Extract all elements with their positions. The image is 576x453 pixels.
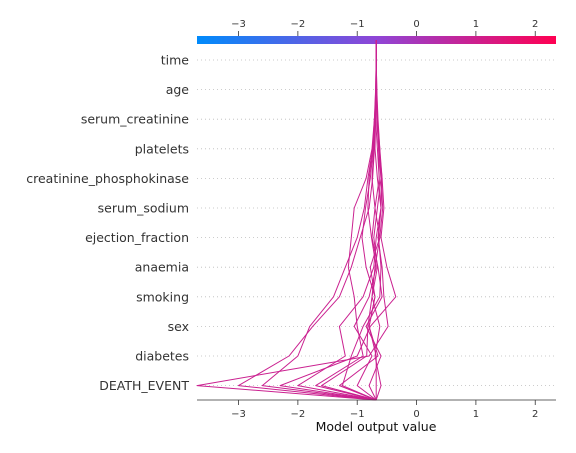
top-axis: −3 −2 −1 0 1 2 <box>231 19 538 36</box>
top-tick-label: −3 <box>231 19 246 30</box>
feature-label: serum_sodium <box>98 201 189 216</box>
feature-label: time <box>161 53 190 68</box>
feature-label: serum_creatinine <box>81 112 189 127</box>
feature-label: smoking <box>136 289 189 304</box>
bottom-tick-label: −1 <box>350 409 365 420</box>
decision-line <box>196 40 389 401</box>
feature-label: sex <box>168 319 189 334</box>
feature-label: diabetes <box>135 349 189 364</box>
bottom-tick-label: 2 <box>532 409 538 420</box>
decision-line <box>297 40 382 401</box>
bottom-tick-label: 1 <box>473 409 479 420</box>
decision-line <box>261 40 377 401</box>
feature-labels: time age serum_creatinine platelets creatini… <box>26 53 189 394</box>
bottom-axis: −3 −2 −1 0 1 2 <box>197 399 556 420</box>
feature-label: age <box>166 82 190 97</box>
series-lines <box>196 40 397 401</box>
feature-label: platelets <box>135 141 189 156</box>
decision-line <box>338 40 379 401</box>
top-tick-label: −1 <box>350 19 365 30</box>
top-tick-label: −2 <box>291 19 306 30</box>
decision-line <box>368 40 381 400</box>
feature-label: DEATH_EVENT <box>99 378 189 393</box>
top-tick-label: 0 <box>413 19 419 30</box>
feature-label: anaemia <box>135 260 189 275</box>
bottom-tick-label: −3 <box>231 409 246 420</box>
decision-line <box>353 40 377 401</box>
top-tick-label: 2 <box>532 19 538 30</box>
feature-label: ejection_fraction <box>85 230 189 245</box>
decision-line <box>371 40 382 401</box>
feature-label: creatinine_phosphokinase <box>26 171 189 186</box>
x-axis-title: Model output value <box>316 419 437 434</box>
top-tick-label: 1 <box>473 19 479 30</box>
bottom-tick-label: 0 <box>413 409 419 420</box>
bottom-tick-label: −2 <box>291 409 306 420</box>
